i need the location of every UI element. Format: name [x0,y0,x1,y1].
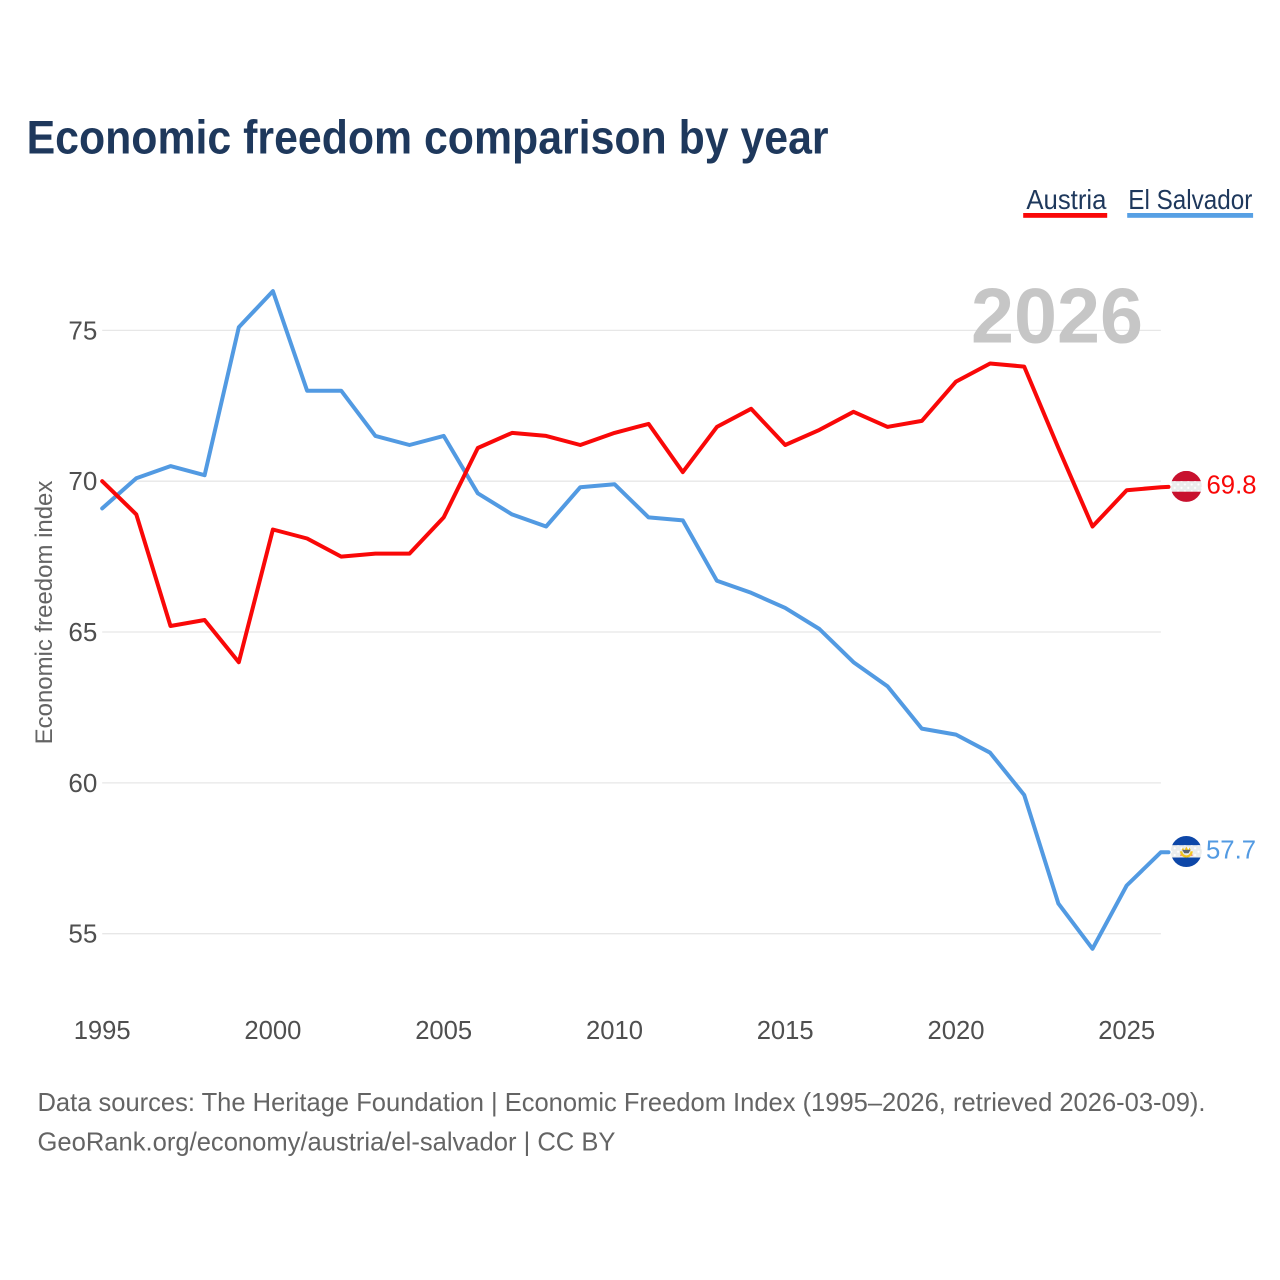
svg-text:2025: 2025 [1098,1015,1155,1045]
svg-text:65: 65 [68,617,97,647]
svg-text:Austria: Austria [1026,184,1106,215]
svg-text:2015: 2015 [757,1015,814,1045]
svg-text:2026: 2026 [971,274,1143,360]
svg-text:55: 55 [68,919,97,949]
svg-text:Economic freedom index: Economic freedom index [31,481,58,745]
svg-text:Data sources: The Heritage Fou: Data sources: The Heritage Foundation | … [38,1087,1206,1117]
svg-text:Economic freedom comparison by: Economic freedom comparison by year [27,111,829,164]
svg-text:1995: 1995 [74,1015,131,1045]
svg-text:2010: 2010 [586,1015,643,1045]
svg-text:70: 70 [68,466,97,496]
svg-text:2020: 2020 [928,1015,985,1045]
svg-text:69.8: 69.8 [1207,469,1257,499]
svg-text:GeoRank.org/economy/austria/el: GeoRank.org/economy/austria/el-salvador … [38,1126,616,1156]
svg-text:El Salvador: El Salvador [1128,184,1252,215]
svg-text:57.7: 57.7 [1206,834,1256,864]
svg-text:75: 75 [68,315,97,345]
svg-text:60: 60 [68,768,97,798]
svg-text:2000: 2000 [244,1015,301,1045]
svg-text:2005: 2005 [415,1015,472,1045]
